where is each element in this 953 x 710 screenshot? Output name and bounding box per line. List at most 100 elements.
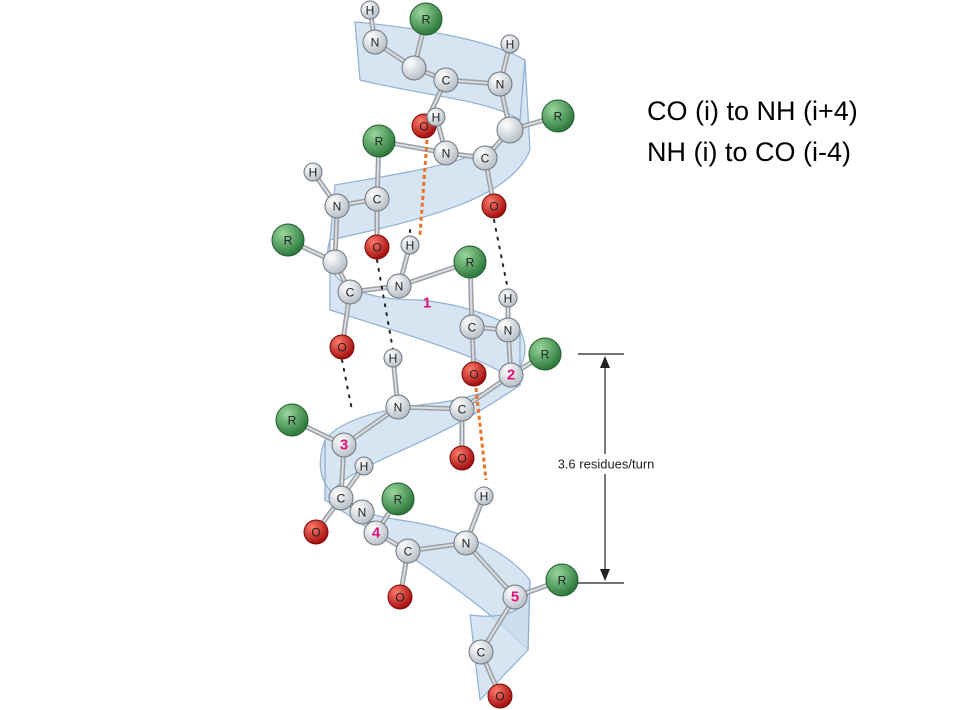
atom-label: C — [481, 152, 490, 166]
residue-number-3: 3 — [340, 437, 348, 454]
carbon-atom: C — [433, 67, 459, 93]
side-chain-atom: R — [541, 99, 575, 133]
atom-label: C — [468, 321, 477, 335]
atom-sphere — [500, 34, 520, 54]
atom-label: C — [442, 74, 451, 88]
atom-sphere — [354, 456, 374, 476]
atom-label: O — [337, 341, 346, 355]
hydrogen-atom: H — [500, 34, 520, 54]
atom-label: O — [419, 120, 428, 134]
atom-sphere — [329, 334, 355, 360]
atom-sphere — [363, 520, 389, 546]
atom-sphere — [545, 563, 579, 597]
atom-label: N — [496, 78, 505, 92]
atom-label: R — [554, 110, 563, 124]
atom-label: C — [458, 403, 467, 417]
atom-sphere — [364, 234, 390, 260]
side-chain-atom: R — [275, 403, 309, 437]
atom-sphere — [386, 273, 412, 299]
side-chain-atom: R — [453, 245, 487, 279]
atom-label: N — [395, 280, 404, 294]
highlighted-hydrogen-bond — [474, 387, 488, 481]
atom-label: N — [462, 537, 471, 551]
atom-label: N — [358, 506, 367, 520]
pitch-arrow-head-up — [600, 356, 610, 368]
atom-sphere — [364, 186, 390, 212]
residue-number-layer: 1 2 3 4 5 — [340, 295, 519, 606]
hydrogen-atom: H — [360, 0, 380, 20]
residue-number-4: 4 — [372, 525, 381, 542]
atom-sphere — [400, 235, 420, 255]
atom-label: O — [489, 200, 498, 214]
atom-label: N — [394, 401, 403, 415]
atom-sphere — [498, 288, 518, 308]
pitch-arrow-head-down — [600, 569, 610, 581]
atom-sphere — [362, 124, 396, 158]
nitrogen-atom: N — [386, 273, 412, 299]
atom-sphere — [426, 107, 446, 127]
side-chain-atom: R — [409, 2, 443, 36]
atom-label: R — [375, 135, 384, 149]
atom-label: O — [372, 241, 381, 255]
atom-sphere — [528, 337, 562, 371]
carbon-atom: C — [395, 538, 421, 564]
atom-sphere — [401, 55, 427, 81]
alpha-carbon-atom — [498, 362, 524, 388]
atom-label: O — [395, 591, 404, 605]
atom-label: N — [504, 324, 513, 338]
atom-sphere — [498, 362, 524, 388]
hydrogen-bond — [341, 359, 353, 411]
atom-sphere — [303, 162, 323, 182]
atom-label: C — [477, 646, 486, 660]
atom-label: H — [406, 239, 415, 253]
nitrogen-atom: N — [324, 193, 350, 219]
highlighted-hydrogen-bond — [418, 139, 429, 236]
carbon-atom: C — [337, 279, 363, 305]
atom-label: O — [457, 452, 466, 466]
atom-sphere — [271, 223, 305, 257]
atom-sphere — [387, 584, 413, 610]
rule-line-2: NH (i) to CO (i-4) — [647, 137, 851, 167]
atom-sphere — [328, 485, 354, 511]
atom-label: O — [469, 368, 478, 382]
atom-label: C — [346, 286, 355, 300]
pitch-label: 3.6 residues/turn — [558, 457, 655, 472]
atom-label: O — [495, 690, 504, 704]
oxygen-atom: O — [329, 334, 355, 360]
alpha-carbon-atom — [363, 520, 389, 546]
atom-sphere — [385, 394, 411, 420]
atom-sphere — [303, 519, 329, 545]
atom-sphere — [337, 279, 363, 305]
atom-sphere — [468, 639, 494, 665]
oxygen-atom: O — [449, 445, 475, 471]
oxygen-atom: O — [387, 584, 413, 610]
atom-label: R — [288, 414, 297, 428]
pitch-label-bg — [540, 454, 672, 474]
nitrogen-atom: N — [362, 29, 388, 55]
atom-label: H — [309, 166, 318, 180]
atom-label: H — [360, 460, 369, 474]
hydrogen-atom: H — [400, 235, 420, 255]
atom-label: H — [480, 490, 489, 504]
atom-sphere — [487, 683, 513, 709]
carbon-atom: C — [459, 314, 485, 340]
carbon-atom: C — [328, 485, 354, 511]
hydrogen-atom: H — [303, 162, 323, 182]
alpha-carbon-atom — [496, 116, 524, 144]
atom-label: C — [404, 545, 413, 559]
nitrogen-atom: N — [433, 140, 459, 166]
atom-label: H — [506, 38, 515, 52]
atom-sphere — [395, 538, 421, 564]
hydrogen-atom: H — [426, 107, 446, 127]
nitrogen-atom: N — [349, 499, 375, 525]
atom-sphere — [275, 403, 309, 437]
side-chain-atom: R — [528, 337, 562, 371]
atom-label: N — [442, 147, 451, 161]
atom-label: H — [366, 4, 375, 18]
atom-sphere — [324, 193, 350, 219]
atom-label: O — [311, 526, 320, 540]
atom-sphere — [453, 245, 487, 279]
alpha-carbon-atom — [322, 249, 348, 275]
atom-sphere — [409, 2, 443, 36]
